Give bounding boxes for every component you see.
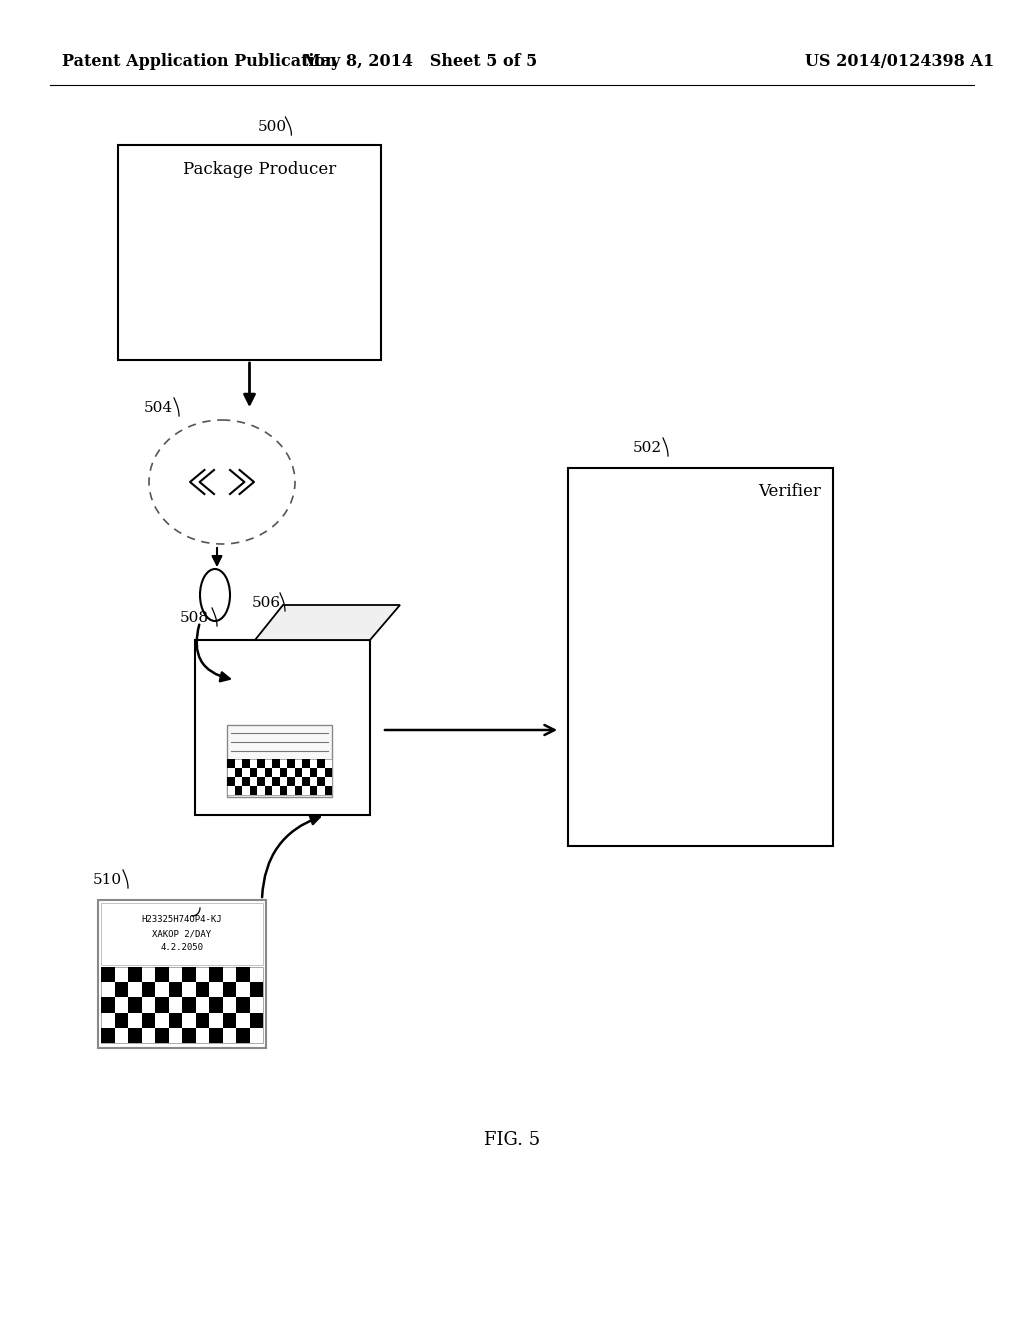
Bar [242, 759, 250, 768]
Bar [195, 640, 370, 814]
Bar [209, 1028, 222, 1043]
Bar [128, 968, 141, 982]
Bar [101, 968, 263, 1043]
Bar [222, 982, 236, 998]
Bar [101, 1028, 115, 1043]
Bar [280, 768, 287, 777]
Bar [257, 777, 264, 785]
Text: Verifier: Verifier [758, 483, 821, 500]
Bar [295, 768, 302, 777]
Text: Package Producer: Package Producer [183, 161, 336, 177]
Text: FIG. 5: FIG. 5 [484, 1131, 540, 1148]
Text: 502: 502 [633, 441, 663, 455]
Bar [317, 777, 325, 785]
Text: Patent Application Publication: Patent Application Publication [62, 54, 337, 70]
Bar [115, 1012, 128, 1028]
Bar [155, 1028, 169, 1043]
Bar [264, 768, 272, 777]
Bar [302, 759, 309, 768]
Bar [182, 1028, 196, 1043]
Bar [264, 785, 272, 795]
Bar [242, 777, 250, 785]
Bar [302, 777, 309, 785]
Bar [196, 982, 209, 998]
Bar [128, 1028, 141, 1043]
Bar [98, 900, 266, 1048]
Text: 510: 510 [93, 873, 122, 887]
Bar [236, 1028, 250, 1043]
Bar [236, 968, 250, 982]
Text: 504: 504 [144, 401, 173, 414]
Bar [287, 777, 295, 785]
Bar [325, 785, 332, 795]
Bar [309, 768, 317, 777]
Bar [155, 998, 169, 1012]
Bar [169, 1012, 182, 1028]
Text: US 2014/0124398 A1: US 2014/0124398 A1 [805, 54, 994, 70]
Bar [250, 768, 257, 777]
Bar [209, 968, 222, 982]
Bar [141, 982, 155, 998]
Bar [118, 145, 381, 360]
Bar [227, 759, 234, 768]
Bar [236, 998, 250, 1012]
Bar [295, 785, 302, 795]
Bar [250, 785, 257, 795]
Bar [568, 469, 833, 846]
Bar [128, 998, 141, 1012]
Bar [234, 785, 242, 795]
Bar [182, 968, 196, 982]
Bar [317, 759, 325, 768]
Bar [101, 998, 115, 1012]
Bar [234, 768, 242, 777]
Bar [257, 759, 264, 768]
Bar [196, 1012, 209, 1028]
Text: 4.2.2050: 4.2.2050 [161, 944, 204, 953]
Bar [227, 759, 332, 795]
Bar [209, 998, 222, 1012]
Text: XAKOP 2/DAY: XAKOP 2/DAY [153, 929, 212, 939]
Bar [250, 982, 263, 998]
Bar [141, 1012, 155, 1028]
Bar [250, 1012, 263, 1028]
Bar [155, 968, 169, 982]
Bar [280, 785, 287, 795]
Bar [325, 768, 332, 777]
Text: 500: 500 [257, 120, 287, 135]
Bar [287, 759, 295, 768]
Bar [227, 725, 332, 797]
Bar [227, 777, 234, 785]
Text: 506: 506 [252, 597, 282, 610]
Bar [182, 998, 196, 1012]
Bar [115, 982, 128, 998]
Bar [169, 982, 182, 998]
Text: 508: 508 [180, 611, 209, 624]
Bar [272, 759, 280, 768]
Polygon shape [255, 605, 400, 640]
Bar [272, 777, 280, 785]
Bar [101, 903, 263, 965]
Bar [309, 785, 317, 795]
Bar [101, 968, 115, 982]
Text: May 8, 2014   Sheet 5 of 5: May 8, 2014 Sheet 5 of 5 [303, 54, 538, 70]
Bar [222, 1012, 236, 1028]
Text: H23325H74OP4-KJ: H23325H74OP4-KJ [141, 916, 222, 924]
